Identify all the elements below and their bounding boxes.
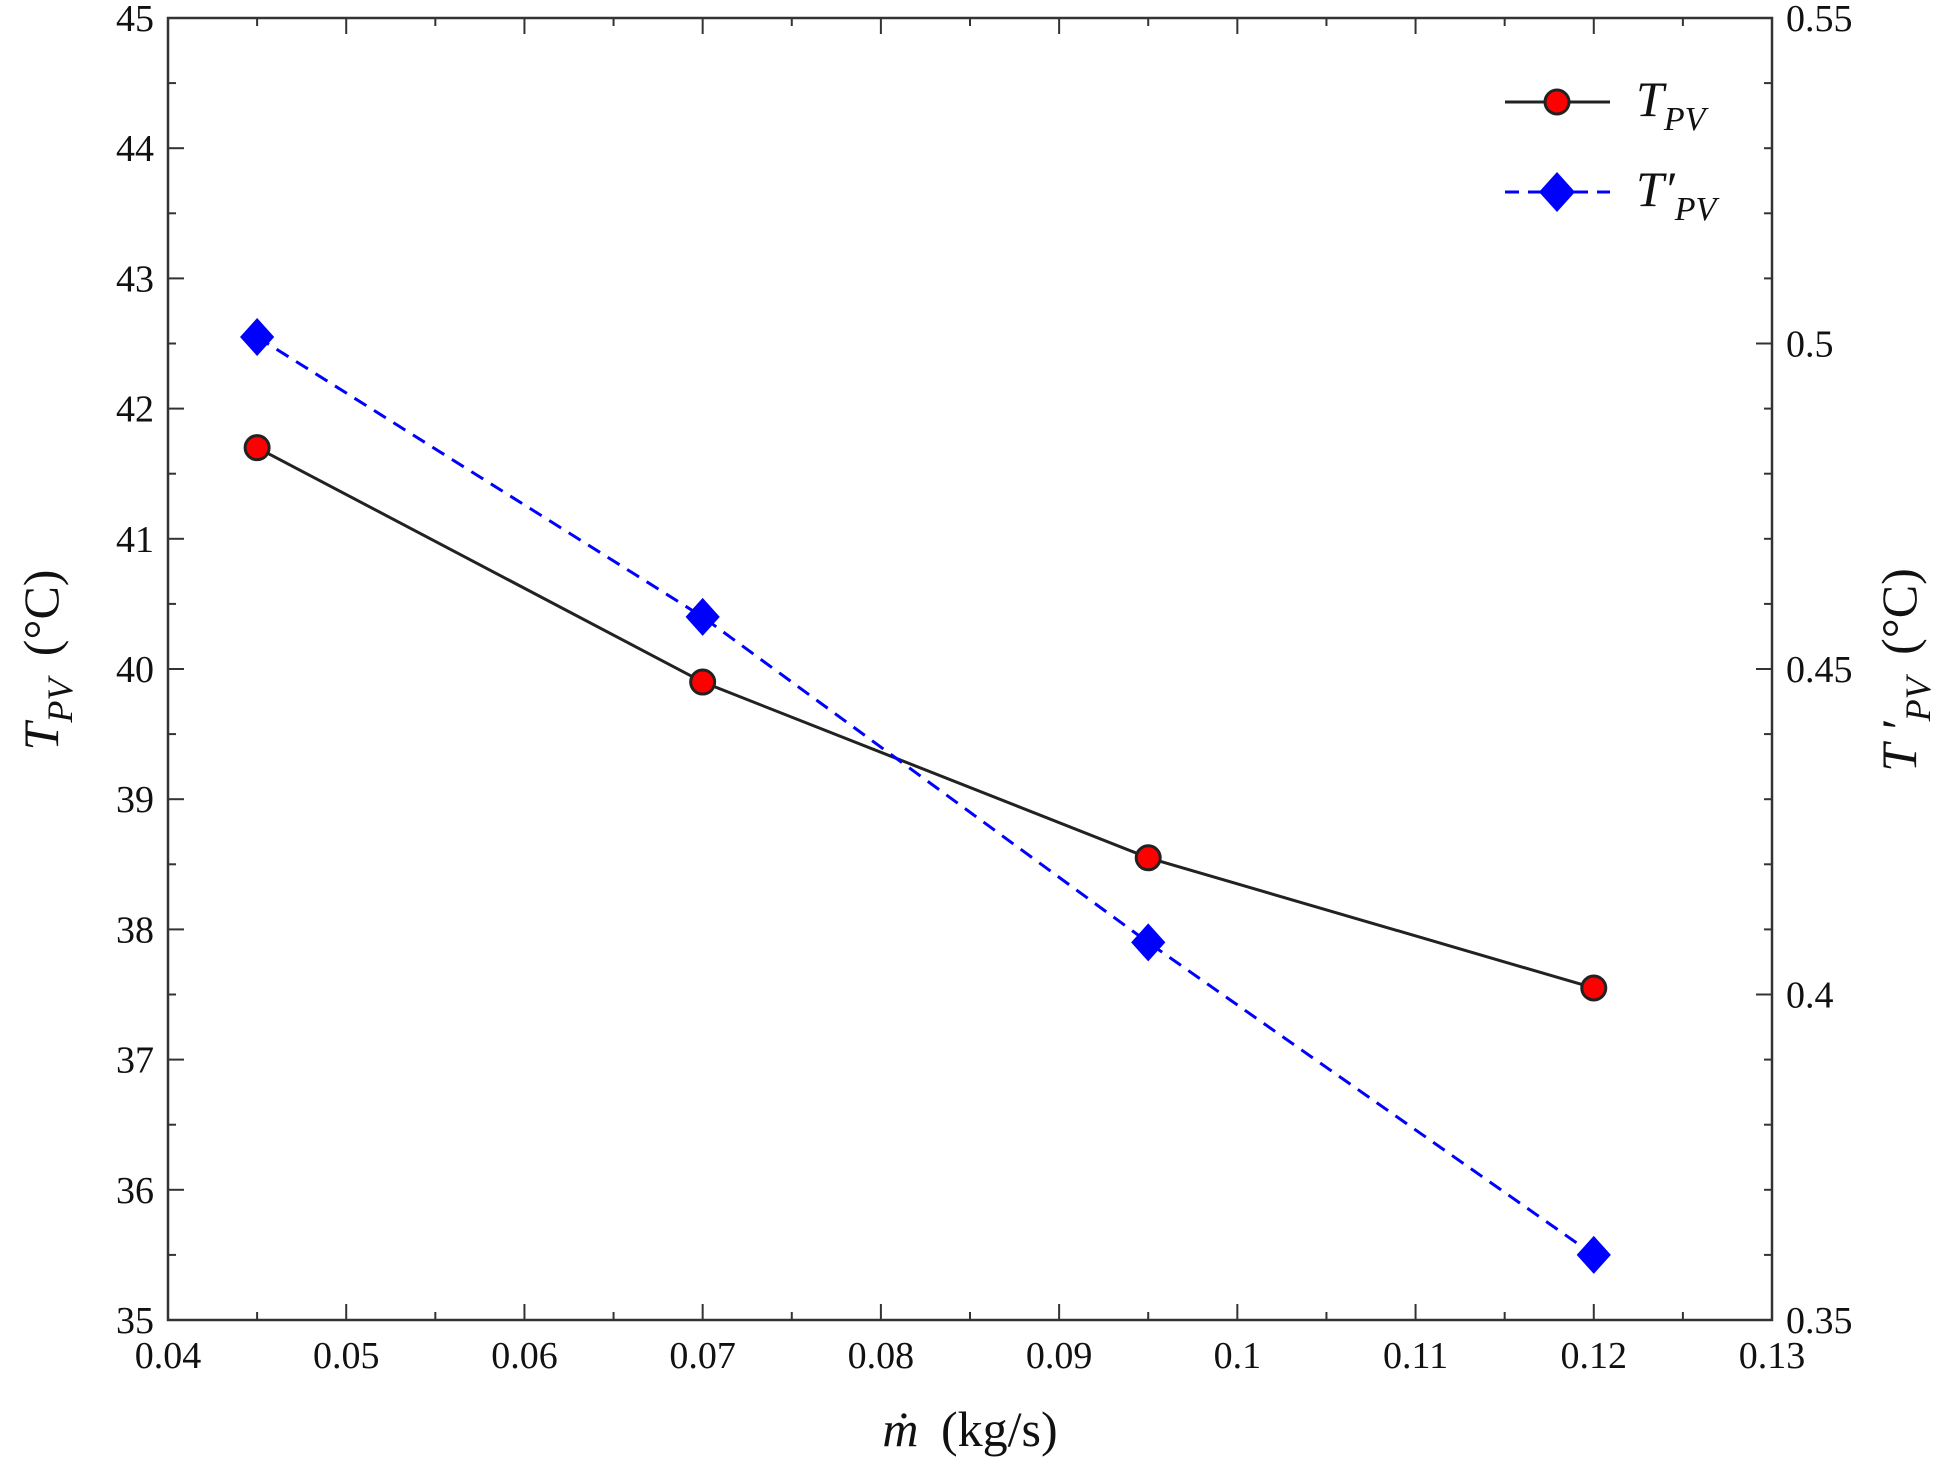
y-left-tick-label: 45	[116, 0, 154, 40]
legend: TPV T′PV	[1505, 71, 1721, 228]
series-line-tpv-prime	[256, 335, 1595, 1257]
y-right-tick-label: 0.35	[1786, 1300, 1853, 1342]
x-tick-label: 0.13	[1739, 1335, 1806, 1377]
legend-label-tpv-prime: T′PV	[1636, 161, 1721, 228]
x-tick-label: 0.12	[1561, 1335, 1628, 1377]
y-axis-left-title: TPV (°C)	[13, 570, 83, 751]
y-left-tick-label: 43	[116, 258, 154, 300]
x-tick-label: 0.08	[848, 1335, 915, 1377]
legend-marker-tpv-prime	[1539, 172, 1575, 212]
series-layer	[240, 317, 1611, 1274]
x-tick-label: 0.05	[313, 1335, 380, 1377]
y-left-tick-label: 37	[116, 1040, 154, 1082]
plot-area	[166, 16, 1774, 1322]
y-right-tick-label: 0.55	[1786, 0, 1853, 40]
y-left-tick-label: 44	[116, 128, 154, 170]
y-axis-right-title: T ′PV (°C)	[1871, 568, 1941, 771]
x-tick-label: 0.11	[1383, 1335, 1448, 1377]
y-left-tick-label: 42	[116, 389, 154, 431]
legend-label-tpv: TPV	[1636, 71, 1710, 138]
data-point-tpv	[1580, 974, 1608, 1002]
y-right-tick-label: 0.4	[1786, 975, 1834, 1017]
data-point-tpv	[1134, 844, 1162, 872]
y-left-tick-label: 36	[116, 1170, 154, 1212]
data-point-tpv-prime	[1576, 1235, 1611, 1274]
y-right-tick-label: 0.45	[1786, 649, 1853, 691]
series-line-tpv	[256, 446, 1595, 990]
y-left-tick-label: 38	[116, 909, 154, 951]
data-point-tpv	[689, 668, 717, 696]
x-tick-label: 0.07	[669, 1335, 736, 1377]
y-left-tick-label: 40	[116, 649, 154, 691]
x-tick-label: 0.09	[1026, 1335, 1093, 1377]
x-tick-label: 0.04	[135, 1335, 202, 1377]
y-axis-left: 35 36 37 38 39 40 41 42 43 44 45	[116, 0, 184, 1342]
y-left-tick-label: 35	[116, 1300, 154, 1342]
y-right-tick-label: 0.5	[1786, 324, 1834, 366]
y-left-tick-label: 41	[116, 519, 154, 561]
data-point-tpv-prime	[685, 597, 720, 636]
legend-marker-tpv	[1543, 88, 1571, 116]
data-point-tpv	[243, 434, 271, 462]
y-left-tick-label: 39	[116, 779, 154, 821]
x-axis: 0.04 0.05 0.06 0.07 0.08 0.09 0.1 0.11 0.12 0.13	[135, 18, 1806, 1377]
x-tick-label: 0.06	[491, 1335, 558, 1377]
data-point-tpv-prime	[240, 317, 275, 356]
x-tick-label: 0.1	[1214, 1335, 1262, 1377]
x-axis-title: ṁ (kg/s)	[882, 1401, 1057, 1457]
data-point-tpv-prime	[1131, 923, 1166, 962]
y-axis-right: 0.35 0.4 0.45 0.5 0.55	[1756, 0, 1853, 1342]
